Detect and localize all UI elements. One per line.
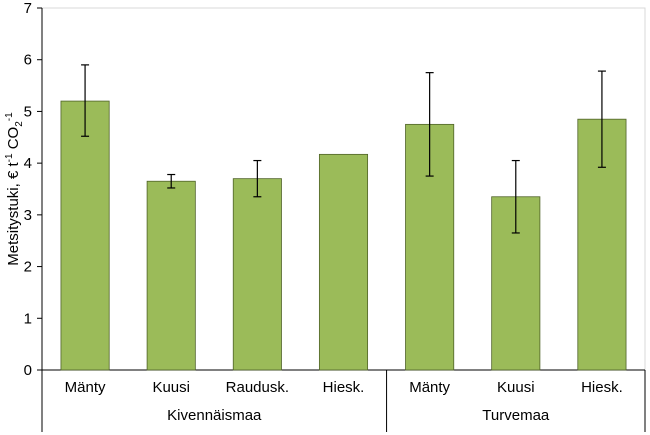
y-axis-title-sup1: -1 xyxy=(4,153,15,162)
bar xyxy=(60,100,110,371)
y-tick-label: 2 xyxy=(24,259,32,276)
bar xyxy=(232,178,282,371)
y-tick-label: 3 xyxy=(24,207,32,224)
x-category-label: Mänty xyxy=(409,379,450,396)
y-axis-title-sup2: -1 xyxy=(4,112,15,121)
y-tick-label: 5 xyxy=(24,103,32,120)
x-category-label: Hiesk. xyxy=(323,379,365,396)
y-tick-label: 6 xyxy=(24,52,32,69)
error-bars xyxy=(81,64,606,234)
y-tick-label: 7 xyxy=(24,0,32,17)
labels: 0 1 2 3 4 5 6 7 Mänty Kuusi Raudusk. Hiesk. Mänty Kuu… xyxy=(24,0,623,424)
bars xyxy=(60,100,627,371)
x-category-label: Mänty xyxy=(65,379,106,396)
y-axis-title-group: Metsitystuki, € t-1 CO2-1 xyxy=(4,112,25,266)
bar xyxy=(146,180,196,371)
y-axis-title: Metsitystuki, € t-1 CO2-1 xyxy=(4,112,25,266)
y-tick-label: 0 xyxy=(24,362,32,379)
x-category-label: Kuusi xyxy=(497,379,535,396)
y-axis-title-sub: 2 xyxy=(14,121,25,127)
x-category-label: Hiesk. xyxy=(581,379,623,396)
y-axis-title-base: Metsitystuki, € t xyxy=(5,162,22,266)
y-axis-title-mid: CO xyxy=(5,127,22,154)
x-group-label: Kivennäismaa xyxy=(167,407,262,424)
bar xyxy=(318,153,369,371)
x-category-label: Kuusi xyxy=(152,379,190,396)
x-group-label: Turvemaa xyxy=(482,407,550,424)
y-tick-label: 1 xyxy=(24,310,32,327)
y-tick-label: 4 xyxy=(24,155,32,172)
x-category-label: Raudusk. xyxy=(226,379,289,396)
